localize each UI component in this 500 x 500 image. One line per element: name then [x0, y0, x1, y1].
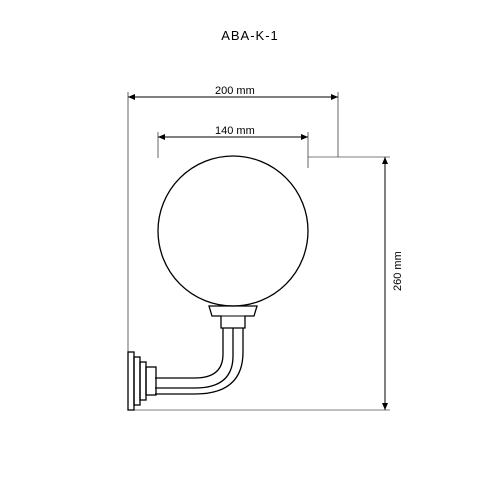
diagram-canvas	[0, 0, 500, 500]
dim-width-full: 200 mm	[215, 85, 255, 97]
dim-width-globe: 140 mm	[215, 125, 255, 137]
dim-height: 260 mm	[392, 251, 404, 291]
